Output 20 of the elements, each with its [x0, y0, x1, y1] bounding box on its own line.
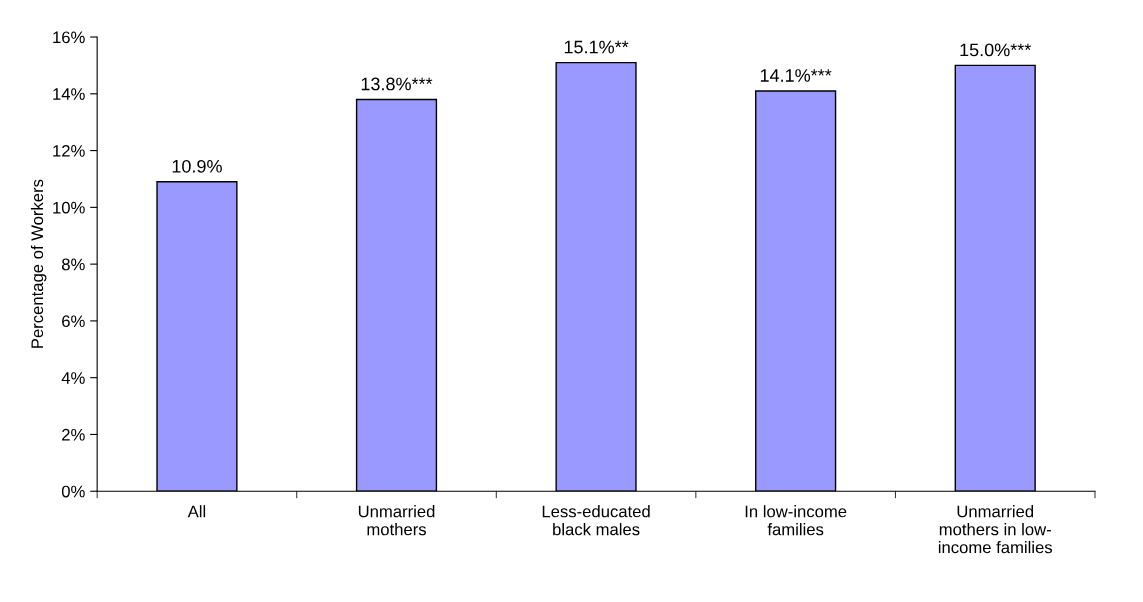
y-tick-label: 10% — [53, 201, 85, 214]
y-tick-label: 16% — [53, 31, 85, 44]
data-label: 15.1%** — [564, 40, 629, 54]
y-axis-title: Percentage of Workers — [30, 179, 47, 348]
x-tick-label: Unmarried mothers — [358, 505, 435, 536]
y-tick-label: 2% — [62, 428, 85, 441]
x-tick-label: Unmarried mothers in low- income families — [938, 505, 1053, 554]
y-tick-label: 12% — [53, 144, 85, 157]
x-tick-label: All — [187, 505, 206, 518]
y-tick-label: 4% — [61, 372, 85, 384]
data-label: 15.0%*** — [960, 43, 1032, 57]
y-tick-label: 8% — [61, 258, 85, 271]
data-label: 10.9% — [172, 159, 222, 173]
y-tick-label: 14% — [53, 88, 85, 100]
x-tick-label: In low-income families — [745, 505, 847, 536]
x-tick-label: Less-educated black males — [542, 505, 650, 536]
data-label: 13.8%*** — [361, 77, 433, 91]
y-tick-label: 0% — [61, 485, 85, 498]
data-label: 14.1%*** — [760, 69, 832, 82]
y-tick-label: 6% — [62, 315, 85, 328]
